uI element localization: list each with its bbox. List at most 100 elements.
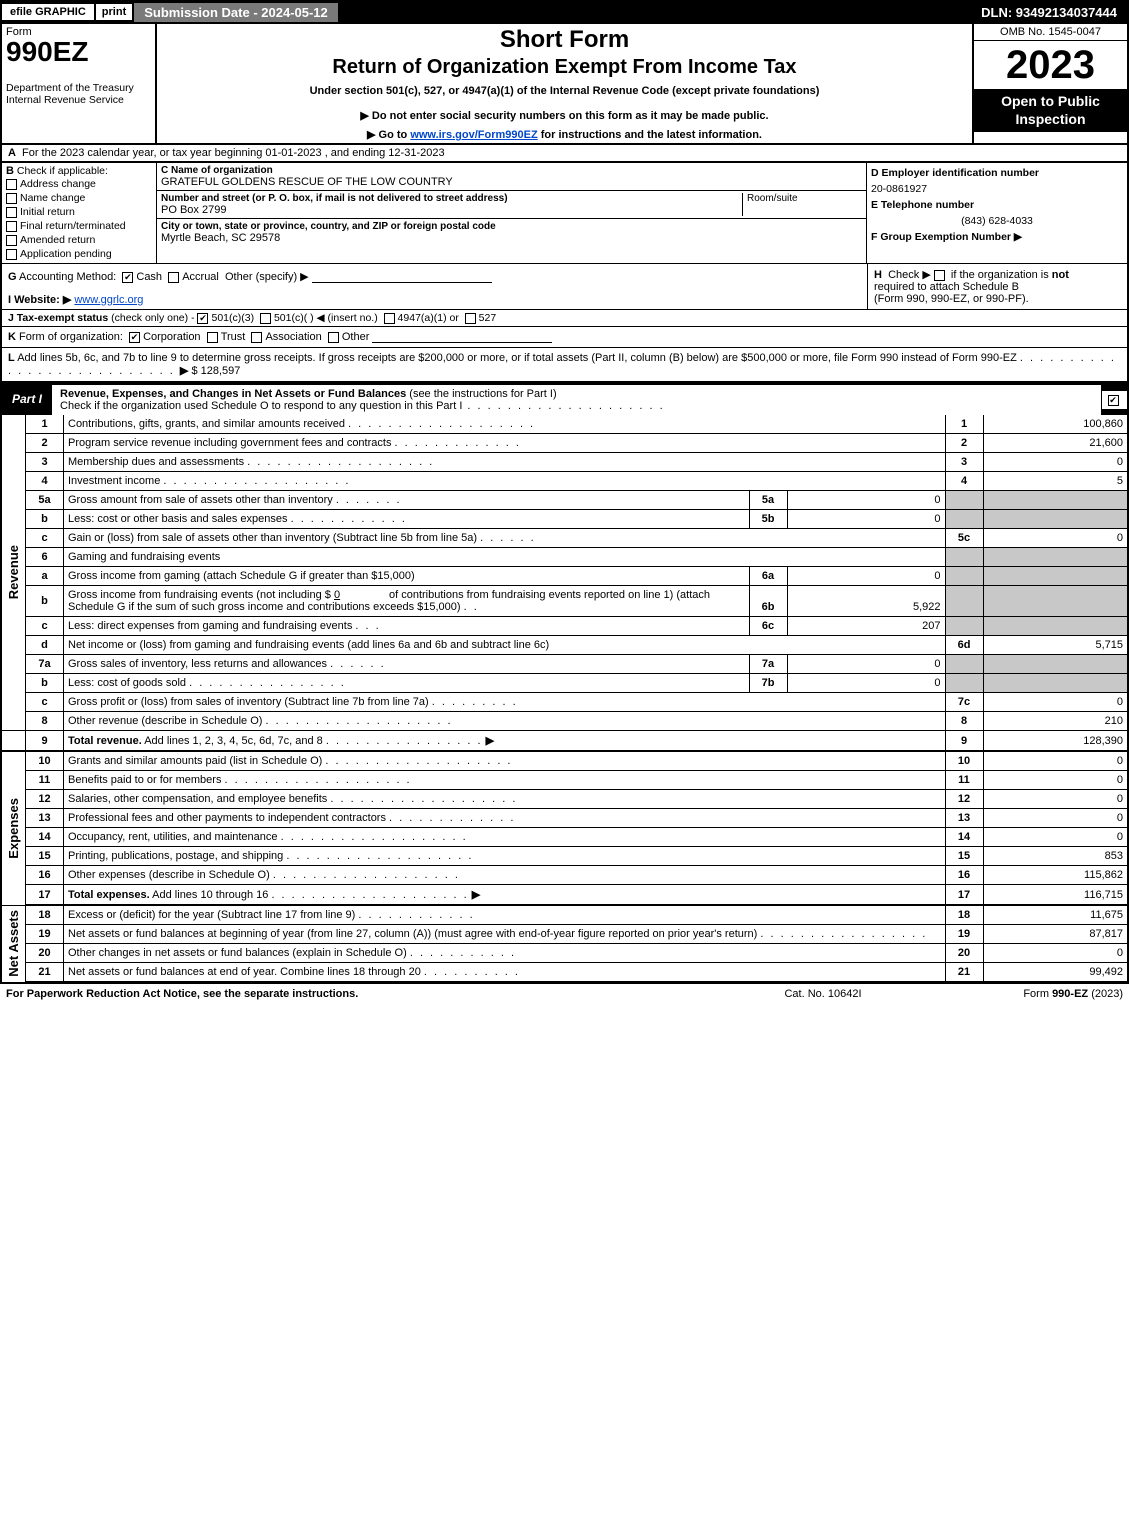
header-right: OMB No. 1545-0047 2023 Open to Public In…	[972, 24, 1127, 143]
line-6: 6Gaming and fundraising events	[1, 548, 1128, 567]
h-text2: if the organization is	[951, 269, 1052, 281]
line-18: Net Assets18Excess or (deficit) for the …	[1, 905, 1128, 925]
chk-other-org[interactable]	[328, 332, 339, 343]
room-suite: Room/suite	[742, 193, 862, 216]
line-6b: bGross income from fundraising events (n…	[1, 586, 1128, 617]
chk-527[interactable]	[465, 313, 476, 324]
col-b-label: Check if applicable:	[17, 165, 108, 177]
l-amount: $ 128,597	[191, 365, 240, 377]
title-return: Return of Organization Exempt From Incom…	[163, 56, 966, 79]
chk-cash[interactable]: ✔	[122, 272, 133, 283]
footer: For Paperwork Reduction Act Notice, see …	[0, 983, 1129, 1004]
chk-final-return[interactable]: Final return/terminated	[6, 219, 152, 233]
chk-assoc[interactable]	[251, 332, 262, 343]
expenses-label: Expenses	[6, 798, 21, 859]
line-7a: 7aGross sales of inventory, less returns…	[1, 655, 1128, 674]
h-prefix: H	[874, 269, 882, 281]
line-20: 20Other changes in net assets or fund ba…	[1, 944, 1128, 963]
footer-left: For Paperwork Reduction Act Notice, see …	[6, 988, 723, 1000]
chk-amended[interactable]: Amended return	[6, 233, 152, 247]
chk-name-change[interactable]: Name change	[6, 191, 152, 205]
other-org-input[interactable]	[372, 331, 552, 343]
line-5c: cGain or (loss) from sale of assets othe…	[1, 529, 1128, 548]
line-12: 12Salaries, other compensation, and empl…	[1, 790, 1128, 809]
g-prefix: G	[8, 271, 17, 283]
chk-accrual[interactable]	[168, 272, 179, 283]
line-1: Revenue 1 Contributions, gifts, grants, …	[1, 415, 1128, 434]
chk-4947[interactable]	[384, 313, 395, 324]
part1-tab: Part I	[2, 389, 52, 409]
line-3: 3Membership dues and assessments . . . .…	[1, 453, 1128, 472]
chk-corp[interactable]: ✔	[129, 332, 140, 343]
form-number: 990EZ	[6, 38, 151, 66]
city-label: City or town, state or province, country…	[161, 221, 862, 232]
k-prefix: K	[8, 331, 16, 343]
chk-initial-return[interactable]: Initial return	[6, 205, 152, 219]
chk-address-change[interactable]: Address change	[6, 177, 152, 191]
phone-label: E Telephone number	[871, 199, 974, 211]
h-text1: Check ▶	[888, 269, 931, 281]
line-14: 14Occupancy, rent, utilities, and mainte…	[1, 828, 1128, 847]
street: PO Box 2799	[161, 204, 742, 216]
inspection-badge: Open to Public Inspection	[974, 89, 1127, 132]
col-def: D Employer identification number 20-0861…	[867, 163, 1127, 263]
row-a-prefix: A	[8, 147, 22, 159]
line-9: 9Total revenue. Add lines 1, 2, 3, 4, 5c…	[1, 731, 1128, 752]
row-a: A For the 2023 calendar year, or tax yea…	[0, 143, 1129, 163]
line-5a: 5aGross amount from sale of assets other…	[1, 491, 1128, 510]
lines-table: Revenue 1 Contributions, gifts, grants, …	[0, 415, 1129, 983]
g-label: Accounting Method:	[19, 271, 116, 283]
section-bcdef: B Check if applicable: Address change Na…	[0, 163, 1129, 264]
l-prefix: L	[8, 352, 15, 364]
submission-date: Submission Date - 2024-05-12	[132, 3, 338, 22]
note-ssn: ▶ Do not enter social security numbers o…	[163, 109, 966, 122]
other-specify-input[interactable]	[312, 271, 492, 283]
line-21: 21Net assets or fund balances at end of …	[1, 963, 1128, 983]
line-17: 17Total expenses. Add lines 10 through 1…	[1, 885, 1128, 906]
chk-app-pending[interactable]: Application pending	[6, 247, 152, 261]
chk-sched-b[interactable]	[934, 270, 945, 281]
print-button[interactable]: print	[94, 4, 132, 20]
chk-501c[interactable]	[260, 313, 271, 324]
group-exemption-label: F Group Exemption Number ▶	[871, 231, 1022, 243]
col-c: C Name of organization GRATEFUL GOLDENS …	[157, 163, 867, 263]
part1-title: Revenue, Expenses, and Changes in Net As…	[52, 383, 1101, 415]
chk-501c3[interactable]: ✔	[197, 313, 208, 324]
header-center: Short Form Return of Organization Exempt…	[157, 24, 972, 143]
line-16: 16Other expenses (describe in Schedule O…	[1, 866, 1128, 885]
line-13: 13Professional fees and other payments t…	[1, 809, 1128, 828]
tax-year: 2023	[974, 41, 1127, 89]
line-6a: aGross income from gaming (attach Schedu…	[1, 567, 1128, 586]
line-2: 2Program service revenue including gover…	[1, 434, 1128, 453]
i-label: Website: ▶	[14, 294, 71, 306]
line-8: 8Other revenue (describe in Schedule O) …	[1, 712, 1128, 731]
phone-value: (843) 628-4033	[871, 213, 1123, 229]
footer-right: Form 990-EZ (2023)	[923, 988, 1123, 1000]
row-l: L Add lines 5b, 6c, and 7b to line 9 to …	[0, 348, 1129, 383]
line-6c: cLess: direct expenses from gaming and f…	[1, 617, 1128, 636]
part1-checkbox[interactable]: ✔	[1101, 389, 1127, 409]
line-7b: bLess: cost of goods sold . . . . . . . …	[1, 674, 1128, 693]
line-4: 4Investment income . . . . . . . . . . .…	[1, 472, 1128, 491]
dln: DLN: 93492134037444	[971, 3, 1127, 22]
chk-trust[interactable]	[207, 332, 218, 343]
line-15: 15Printing, publications, postage, and s…	[1, 847, 1128, 866]
line-19: 19Net assets or fund balances at beginni…	[1, 925, 1128, 944]
line-6d: dNet income or (loss) from gaming and fu…	[1, 636, 1128, 655]
footer-center: Cat. No. 10642I	[723, 988, 923, 1000]
website-link[interactable]: www.ggrlc.org	[74, 294, 143, 306]
h-text3: required to attach Schedule B	[874, 281, 1019, 293]
part1-header: Part I Revenue, Expenses, and Changes in…	[0, 383, 1129, 415]
j-label: Tax-exempt status	[17, 312, 108, 324]
col-b: B Check if applicable: Address change Na…	[2, 163, 157, 263]
irs-link[interactable]: www.irs.gov/Form990EZ	[410, 129, 537, 141]
row-gh: G Accounting Method: ✔Cash Accrual Other…	[0, 264, 1129, 310]
row-a-text: For the 2023 calendar year, or tax year …	[22, 147, 445, 159]
h-not: not	[1052, 269, 1069, 281]
h-text4: (Form 990, 990-EZ, or 990-PF).	[874, 293, 1029, 305]
j-note: (check only one) -	[111, 312, 194, 324]
org-name: GRATEFUL GOLDENS RESCUE OF THE LOW COUNT…	[161, 176, 862, 188]
note-goto-pre: ▶ Go to	[367, 129, 410, 141]
line-10: Expenses10Grants and similar amounts pai…	[1, 751, 1128, 771]
netassets-label: Net Assets	[6, 910, 21, 977]
